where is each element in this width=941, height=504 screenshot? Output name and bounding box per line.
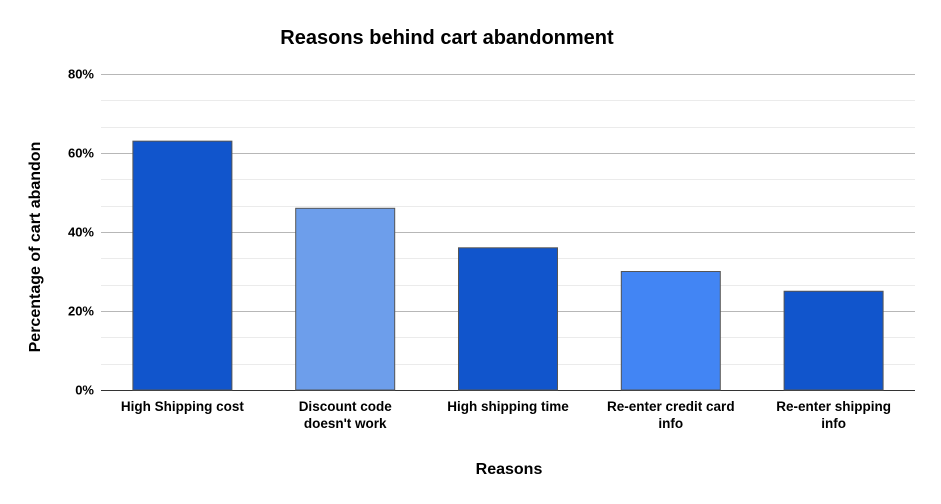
x-category-label: Discount code doesn't work	[299, 399, 393, 431]
x-category-label: High Shipping cost	[121, 399, 244, 414]
x-category-label-line: info	[658, 416, 683, 431]
bar	[620, 271, 721, 391]
x-category-label-line: High Shipping cost	[121, 399, 244, 414]
x-category-label-line: info	[821, 416, 846, 431]
bar	[132, 140, 233, 391]
y-axis-title: Percentage of cart abandon	[27, 142, 44, 353]
x-category-label: High shipping time	[447, 399, 569, 414]
y-tick-label: 80%	[68, 67, 94, 82]
x-category-label: Re-enter credit card info	[607, 399, 735, 431]
x-axis-categories: High Shipping cost Discount code doesn't w…	[121, 399, 891, 431]
gridlines	[101, 74, 915, 391]
x-axis-title: Reasons	[476, 461, 543, 478]
bars	[132, 140, 884, 391]
y-tick-label: 20%	[68, 304, 94, 319]
y-axis-ticks: 0% 20% 40% 60% 80%	[68, 67, 94, 398]
bar	[458, 247, 558, 391]
x-category-label: Re-enter shipping info	[776, 399, 891, 431]
x-category-label-line: Re-enter credit card	[607, 399, 735, 414]
bar	[783, 290, 884, 391]
x-category-label-line: Re-enter shipping	[776, 399, 891, 414]
y-tick-label: 0%	[75, 383, 94, 398]
y-tick-label: 40%	[68, 225, 94, 240]
x-category-label-line: Discount code	[299, 399, 393, 414]
y-tick-label: 60%	[68, 146, 94, 161]
x-category-label-line: High shipping time	[447, 399, 569, 414]
chart-title: Reasons behind cart abandonment	[280, 27, 614, 49]
bar	[295, 207, 396, 391]
x-category-label-line: doesn't work	[304, 416, 387, 431]
